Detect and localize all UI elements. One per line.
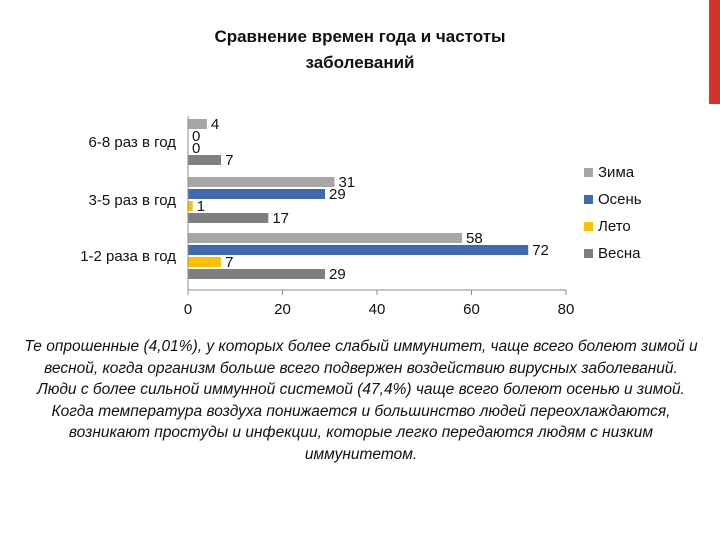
- x-tick-label: 0: [184, 301, 192, 318]
- x-tick-label: 20: [274, 301, 291, 318]
- legend-label: Весна: [598, 245, 641, 262]
- caption-paragraph: Когда температура воздуха понижается и б…: [51, 402, 671, 463]
- caption: Те опрошенные (4,01%), у которых более с…: [20, 336, 702, 466]
- bar: [188, 201, 193, 211]
- bar: [188, 189, 326, 199]
- bar: [188, 119, 207, 129]
- data-label: 7: [225, 254, 233, 271]
- chart-title-line-2: заболеваний: [305, 53, 414, 72]
- data-label: 7: [225, 152, 233, 169]
- caption-paragraph: Люди с более сильной иммунной системой (…: [37, 381, 685, 399]
- bar: [188, 155, 222, 165]
- legend-swatch: [584, 249, 593, 258]
- legend: Зима Осень Лето Весна: [584, 164, 642, 262]
- x-tick-label: 40: [369, 301, 386, 318]
- data-label: 0: [192, 140, 200, 157]
- legend-label: Лето: [598, 218, 631, 235]
- category-label: 6-8 раз в год: [89, 134, 177, 151]
- category-label: 1-2 раза в год: [80, 248, 176, 265]
- x-tick-label: 80: [558, 301, 575, 318]
- caption-paragraph: Те опрошенные (4,01%), у которых более с…: [24, 338, 698, 377]
- data-label: 58: [466, 230, 483, 247]
- data-label: 17: [272, 210, 289, 227]
- bar: [188, 257, 222, 267]
- data-label: 29: [329, 266, 346, 283]
- bar-chart: Сравнение времен года и частоты заболева…: [80, 27, 642, 318]
- legend-swatch: [584, 222, 593, 231]
- data-label: 29: [329, 186, 346, 203]
- data-label: 31: [338, 174, 355, 191]
- bar: [188, 177, 335, 187]
- bar: [188, 269, 326, 279]
- bar: [188, 245, 529, 255]
- chart-title-line-1: Сравнение времен года и частоты: [214, 27, 505, 46]
- category-label: 3-5 раз в год: [89, 192, 177, 209]
- data-label: 1: [197, 198, 205, 215]
- data-label: 72: [532, 242, 549, 259]
- bar: [188, 233, 463, 243]
- data-label: 4: [211, 116, 219, 133]
- legend-label: Осень: [598, 191, 642, 208]
- legend-swatch: [584, 195, 593, 204]
- data-label: 0: [192, 128, 200, 145]
- bar: [188, 213, 269, 223]
- legend-swatch: [584, 168, 593, 177]
- accent-bar: [709, 0, 720, 104]
- legend-label: Зима: [598, 164, 635, 181]
- x-tick-label: 60: [463, 301, 480, 318]
